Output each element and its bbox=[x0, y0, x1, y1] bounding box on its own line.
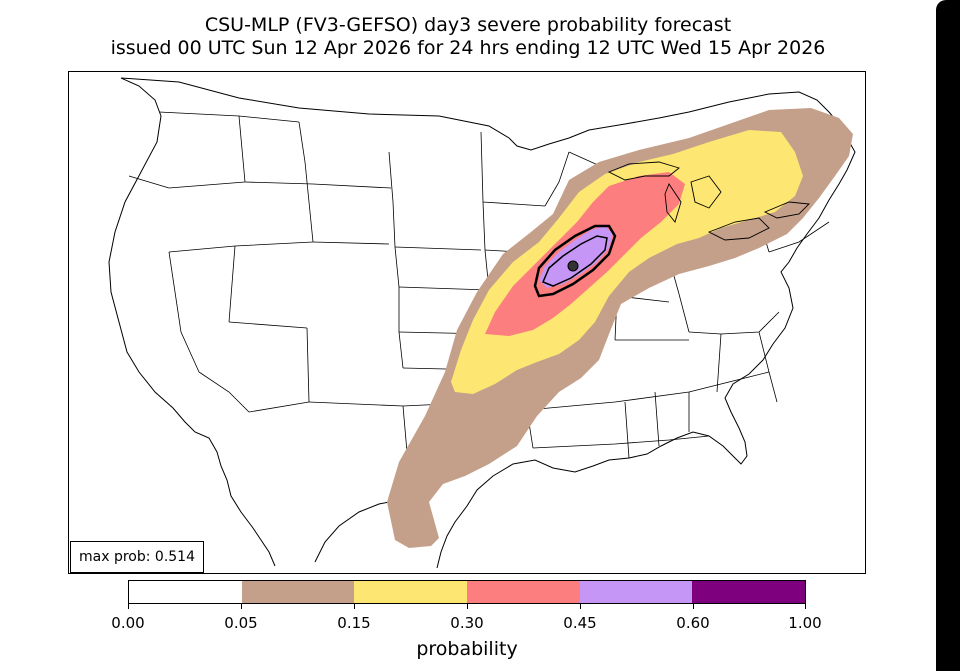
tick-mark bbox=[467, 604, 468, 609]
tick-label: 1.00 bbox=[788, 614, 822, 632]
plot-title-line-2: issued 00 UTC Sun 12 Apr 2026 for 24 hrs… bbox=[110, 37, 826, 59]
window-top-edge bbox=[0, 0, 936, 6]
tick-label: 0.00 bbox=[111, 614, 145, 632]
forecast-map bbox=[68, 71, 866, 574]
tick-mark bbox=[128, 604, 129, 609]
colorbar-segment-4 bbox=[579, 581, 693, 603]
colorbar bbox=[128, 580, 806, 604]
colorbar-segment-3 bbox=[467, 581, 580, 603]
colorbar-segment-2 bbox=[354, 581, 468, 603]
max-prob-marker bbox=[567, 260, 579, 272]
coastline-outline bbox=[108, 77, 856, 569]
colorbar-label: probability bbox=[416, 638, 518, 660]
tick-mark bbox=[354, 604, 355, 609]
colorbar-segment-0 bbox=[129, 581, 242, 603]
max-prob-box: max prob: 0.514 bbox=[70, 541, 204, 573]
tick-label: 0.15 bbox=[337, 614, 371, 632]
tick-mark bbox=[580, 604, 581, 609]
tick-label: 0.05 bbox=[224, 614, 258, 632]
tick-label: 0.60 bbox=[676, 614, 710, 632]
hatch-contour bbox=[533, 224, 617, 298]
prob-layer-0.15 bbox=[451, 130, 803, 394]
tick-mark bbox=[693, 604, 694, 609]
tick-mark bbox=[805, 604, 806, 609]
tick-label: 0.30 bbox=[450, 614, 484, 632]
tick-label: 0.45 bbox=[563, 614, 597, 632]
map-svg bbox=[108, 77, 856, 569]
great-lakes bbox=[607, 161, 810, 241]
window-right-frame bbox=[936, 0, 960, 671]
tick-mark bbox=[241, 604, 242, 609]
colorbar-segment-5 bbox=[692, 581, 806, 603]
plot-title-line-1: CSU-MLP (FV3-GEFSO) day3 severe probabil… bbox=[204, 14, 732, 36]
colorbar-segment-1 bbox=[241, 581, 355, 603]
prob-layer-0.45 bbox=[539, 226, 613, 288]
